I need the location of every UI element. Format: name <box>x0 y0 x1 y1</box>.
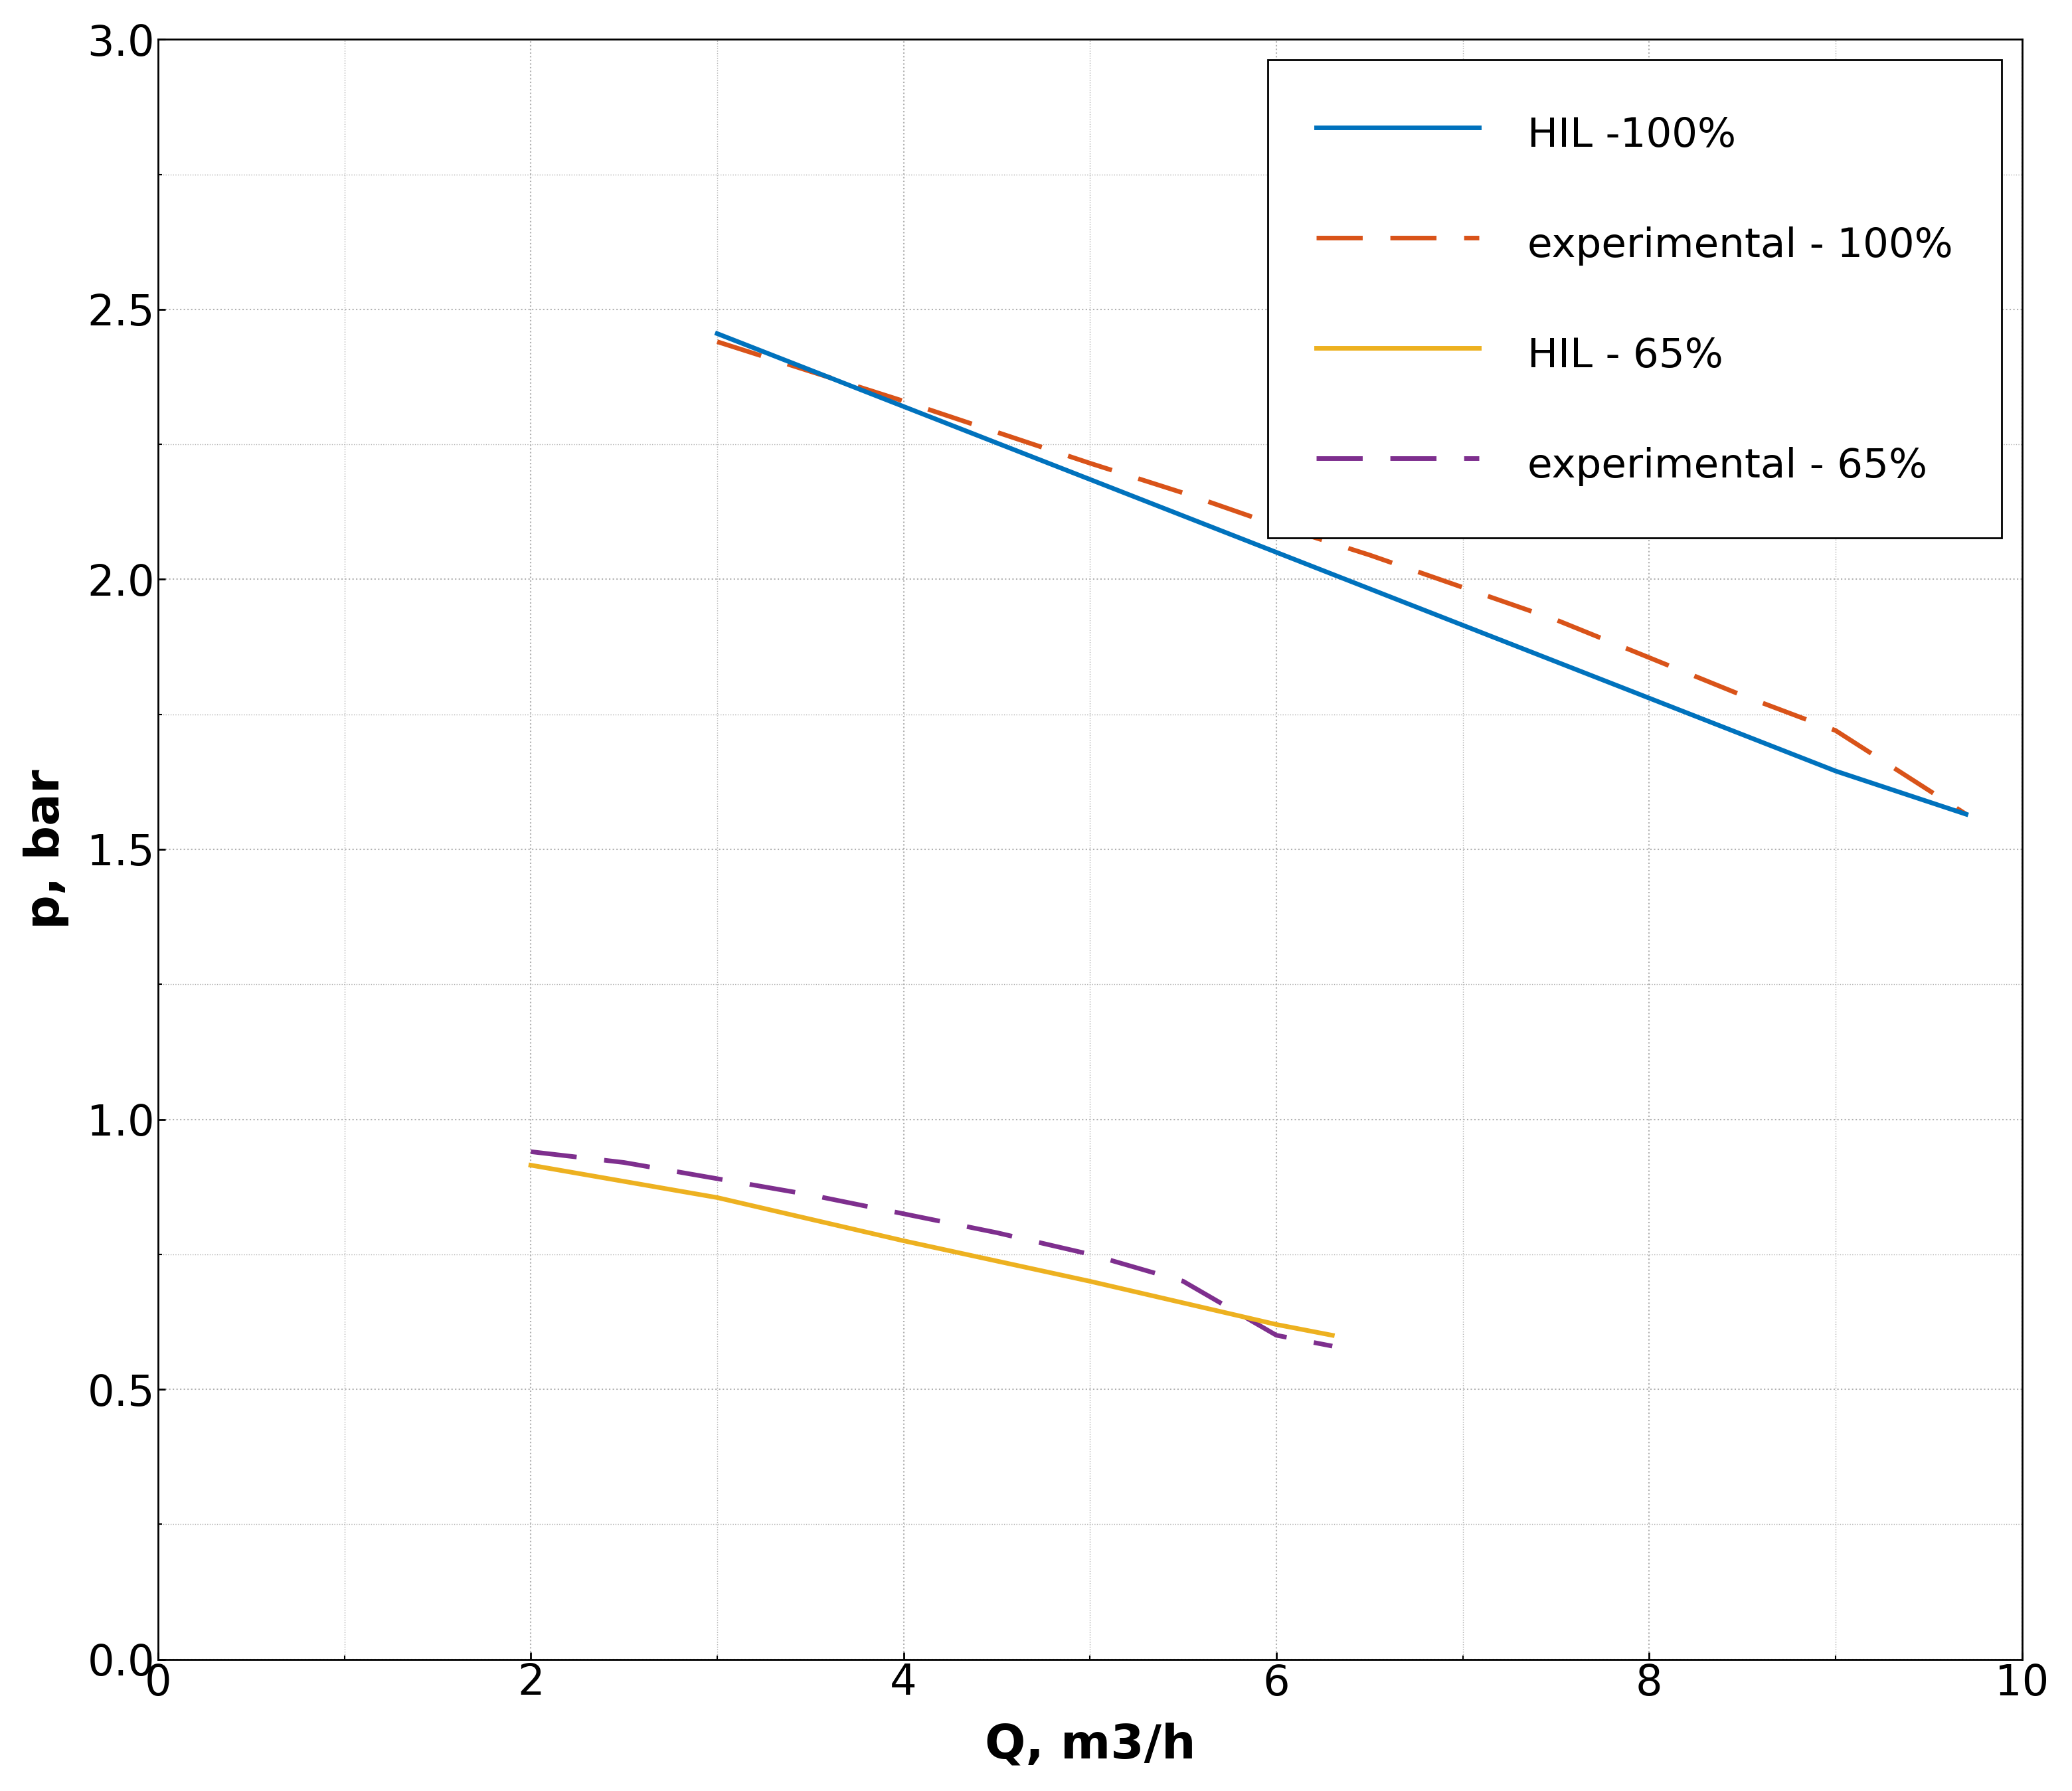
experimental - 100% <box>1954 804 1979 826</box>
HIL - 65% <box>1077 1270 1102 1291</box>
HIL -100% <box>1954 804 1979 826</box>
HIL -100% <box>1450 614 1475 636</box>
experimental - 65% <box>891 1204 916 1225</box>
HIL - 65% <box>1264 1315 1289 1336</box>
experimental - 100% <box>891 390 916 412</box>
Line: HIL - 65%: HIL - 65% <box>530 1166 1332 1336</box>
HIL -100% <box>704 322 729 344</box>
HIL -100% <box>1264 541 1289 562</box>
Line: experimental - 100%: experimental - 100% <box>717 342 1966 815</box>
experimental - 100% <box>704 331 729 353</box>
HIL - 65% <box>704 1187 729 1209</box>
HIL -100% <box>891 396 916 417</box>
experimental - 100% <box>1171 482 1196 503</box>
experimental - 65% <box>518 1141 543 1162</box>
experimental - 65% <box>984 1221 1009 1243</box>
Line: HIL -100%: HIL -100% <box>717 333 1966 815</box>
experimental - 65% <box>704 1168 729 1189</box>
HIL - 65% <box>891 1230 916 1252</box>
experimental - 65% <box>1264 1325 1289 1347</box>
experimental - 65% <box>611 1152 636 1173</box>
experimental - 100% <box>1544 609 1569 630</box>
HIL -100% <box>1823 759 1848 781</box>
X-axis label: Q, m3/h: Q, m3/h <box>984 1723 1196 1768</box>
experimental - 100% <box>1077 453 1102 475</box>
HIL - 65% <box>518 1155 543 1177</box>
HIL -100% <box>1077 469 1102 491</box>
experimental - 65% <box>1320 1336 1345 1358</box>
Line: experimental - 65%: experimental - 65% <box>530 1152 1332 1347</box>
Y-axis label: p, bar: p, bar <box>23 770 68 930</box>
experimental - 100% <box>1450 577 1475 598</box>
experimental - 100% <box>1357 544 1382 566</box>
Legend: HIL -100%, experimental - 100%, HIL - 65%, experimental - 65%: HIL -100%, experimental - 100%, HIL - 65… <box>1268 59 2002 537</box>
HIL - 65% <box>1320 1325 1345 1347</box>
experimental - 100% <box>1730 684 1755 706</box>
experimental - 100% <box>1637 647 1662 668</box>
experimental - 65% <box>798 1184 823 1205</box>
experimental - 100% <box>1264 514 1289 536</box>
experimental - 100% <box>1823 720 1848 741</box>
experimental - 65% <box>1171 1270 1196 1291</box>
experimental - 65% <box>1077 1243 1102 1264</box>
HIL -100% <box>1637 688 1662 709</box>
